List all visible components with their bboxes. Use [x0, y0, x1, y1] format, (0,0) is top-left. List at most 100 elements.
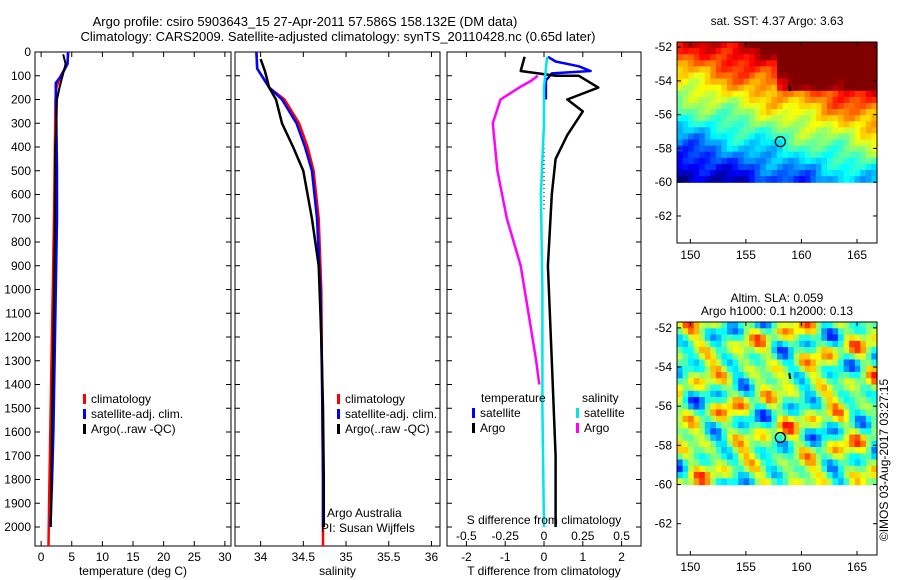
sst-map-cell: [738, 121, 745, 128]
sla-map-cell: [760, 353, 767, 361]
sla-map-cell: [682, 328, 689, 336]
sla-map-cell: [771, 422, 778, 429]
sla-map-cell: [688, 422, 695, 429]
sla-map-cell: [843, 334, 850, 342]
sst-map-cell: [715, 127, 723, 134]
sla-map-cell: [765, 403, 773, 411]
sst-map-cell: [743, 170, 750, 177]
sst-map-cell: [865, 84, 873, 92]
sst-map-cell: [710, 151, 717, 159]
sla-map-cell: [738, 397, 745, 404]
sst-map-cell: [704, 60, 711, 67]
sst-map-cell: [871, 151, 878, 159]
sst-map-cell: [793, 157, 800, 165]
sla-map-cell: [860, 340, 867, 348]
sst-map-cell: [854, 48, 861, 55]
sla-map-cell: [727, 447, 734, 454]
sla-map-cell: [821, 453, 828, 461]
sla-map-cell: [793, 322, 800, 329]
sst-map-cell: [865, 176, 873, 183]
sst-map-cell: [721, 121, 728, 128]
sla-map-cell: [760, 422, 767, 429]
sst-map-cell: [793, 121, 800, 128]
sla-map-cell: [782, 478, 789, 486]
sla-map-cell: [860, 428, 867, 436]
sla-map-cell: [760, 409, 767, 417]
sla-map-cell: [760, 322, 767, 329]
sst-map-cell: [804, 109, 811, 116]
sla-map-cell: [704, 347, 711, 354]
sst-map-cell: [771, 176, 778, 183]
sla-map-cell: [754, 472, 761, 479]
difference-series-2: [539, 56, 549, 528]
sst-map-cell: [777, 48, 784, 55]
sst-map-cell: [843, 139, 850, 147]
sla-map-cell: [838, 459, 845, 467]
depth-tick-label: 500: [11, 164, 31, 178]
sst-map-cell: [788, 66, 795, 74]
sla-map-cell: [760, 397, 767, 404]
sst-map-cell: [732, 78, 739, 86]
sla-map-cell: [865, 359, 873, 367]
sla-map-cell: [732, 440, 739, 448]
sst-map-cell: [688, 109, 695, 116]
sst-map-lon-label: 155: [736, 248, 756, 262]
sst-map-cell: [721, 151, 728, 159]
sst-map-cell: [771, 157, 778, 165]
sst-map-cell: [804, 121, 811, 128]
sst-map-cell: [715, 176, 723, 183]
sla-map-cell: [749, 365, 756, 373]
sst-map-cell: [710, 109, 717, 116]
sst-map-cell: [843, 157, 850, 165]
sla-map-cell: [677, 372, 684, 379]
sla-map-cell: [699, 328, 706, 336]
sst-map-cell: [771, 163, 778, 171]
sla-map-cell: [815, 478, 823, 486]
sla-map-cell: [771, 478, 778, 486]
sla-map-lat-label: -62: [655, 517, 673, 531]
sst-map-cell: [721, 96, 728, 104]
sst-map-cell: [721, 48, 728, 55]
sst-map-cell: [765, 109, 773, 116]
sla-map-cell: [871, 459, 878, 467]
sla-map-cell: [827, 453, 834, 461]
sst-map-cell: [749, 145, 756, 153]
sla-map-cell: [688, 328, 695, 336]
sst-map-cell: [854, 145, 861, 153]
sla-map-cell: [804, 334, 811, 342]
sla-map-cell: [727, 372, 734, 379]
sla-map-cell: [765, 378, 773, 386]
sla-map-cell: [777, 409, 784, 417]
sla-map-cell: [743, 422, 750, 429]
sst-map-cell: [810, 66, 817, 74]
sst-map-cell: [782, 115, 789, 122]
sla-map-cell: [721, 422, 728, 429]
sst-map-cell: [843, 90, 850, 98]
sst-map-cell: [838, 42, 845, 49]
sst-map-cell: [749, 90, 756, 98]
sla-map-cell: [838, 353, 845, 361]
sla-map-cell: [815, 347, 823, 354]
sla-map-cell: [738, 347, 745, 354]
sla-map-cell: [871, 365, 878, 373]
sla-map-cell: [677, 453, 684, 461]
sla-map-cell: [793, 459, 800, 467]
temperature-panel: [34, 51, 232, 547]
depth-tick-label: 1900: [4, 496, 31, 510]
sst-map-cell: [677, 170, 684, 177]
sst-map-cell: [710, 72, 717, 80]
sla-map-cell: [732, 347, 739, 354]
sst-map-cell: [710, 78, 717, 86]
sst-map-cell: [854, 163, 861, 171]
sst-map-cell: [732, 60, 739, 67]
sla-map-cell: [704, 409, 711, 417]
sst-map-cell: [754, 96, 761, 104]
sst-map-cell: [682, 133, 689, 141]
sst-map-lon-label: 150: [680, 248, 700, 262]
sla-map-cell: [865, 365, 873, 373]
sst-map-cell: [765, 139, 773, 147]
sla-map-cell: [682, 422, 689, 429]
sla-map-cell: [854, 409, 861, 417]
sla-map-cell: [732, 428, 739, 436]
sla-map-lat-label: -54: [655, 360, 673, 374]
